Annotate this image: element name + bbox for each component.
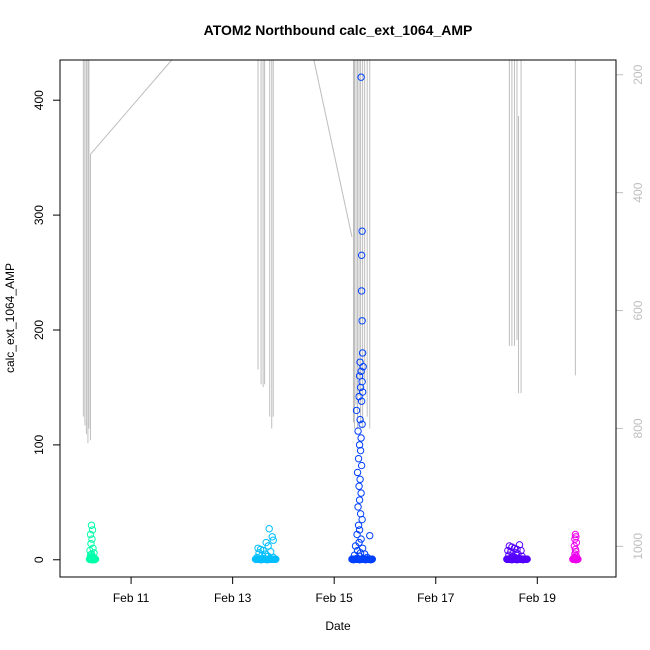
x-axis: Feb 11 Feb 13 Feb 15 Feb 17 Feb 19 [113,576,557,605]
data-point [359,363,367,371]
y-tick-label: 100 [32,435,46,455]
data-point [354,427,362,435]
data-point [357,251,366,260]
data-point [357,434,365,442]
x-tick-label: Feb 15 [316,591,354,605]
data-point [269,536,277,544]
data-point [89,556,97,564]
y-right-tick-label: 800 [631,418,645,438]
data-point [354,454,363,463]
x-axis-label: Date [325,619,351,633]
data-point [353,530,361,539]
data-point [357,489,365,497]
y-right-tick-label: 1000 [631,533,645,560]
x-tick-label: Feb 19 [519,591,557,605]
y-tick-label: 300 [32,205,46,225]
data-point [355,441,364,449]
data-point [355,496,364,504]
data-point [572,556,580,564]
data-point [358,515,366,524]
x-tick-label: Feb 11 [113,591,150,605]
data-point [354,503,362,511]
data-point [88,526,97,534]
data-point [366,531,374,540]
data-point [355,482,363,490]
data-point [358,227,366,235]
data-point [519,556,527,564]
depth-profile-line [313,59,353,237]
data-point [570,553,579,562]
x-tick-label: Feb 17 [417,591,455,605]
data-point [367,556,375,564]
data-point [354,521,363,529]
data-points [85,73,582,564]
y-right-tick-label: 400 [631,182,645,202]
y-axis-right: 200 400 600 800 1000 [615,64,645,560]
data-point [357,367,365,376]
data-point [352,406,361,415]
data-point [264,552,272,561]
x-tick-label: Feb 13 [214,591,252,605]
y-axis-label: calc_ext_1064_AMP [3,263,17,373]
data-point [357,73,365,81]
data-point [508,556,516,564]
data-point [358,349,367,357]
depth-profile-line [90,59,173,155]
data-point [88,535,96,543]
data-point [356,475,364,484]
data-point [571,535,579,543]
y-right-tick-label: 600 [631,300,645,320]
data-point [358,317,366,325]
data-point [356,415,364,424]
data-point [353,468,362,477]
data-point [357,461,366,470]
data-point [268,533,276,541]
data-point [356,383,365,392]
y-axis-left: 0 100 200 300 400 [32,90,61,563]
data-point [265,525,273,533]
y-tick-label: 400 [32,90,46,110]
data-point [357,397,366,405]
data-point [357,287,366,295]
chart-title: ATOM2 Northbound calc_ext_1064_AMP [204,22,473,38]
data-point [571,550,579,558]
plot-frame [59,59,617,578]
data-point [253,553,261,562]
data-point [263,556,271,564]
data-point [361,556,370,564]
data-point [87,539,95,548]
data-point [86,530,95,539]
data-point [358,420,366,428]
y-tick-label: 0 [32,556,46,563]
y-tick-label: 200 [32,320,46,340]
data-point [356,446,365,455]
depth-profile [82,59,576,444]
data-point [358,388,367,396]
y-right-tick-label: 200 [631,64,645,84]
data-point [87,521,96,529]
data-point [351,542,360,550]
